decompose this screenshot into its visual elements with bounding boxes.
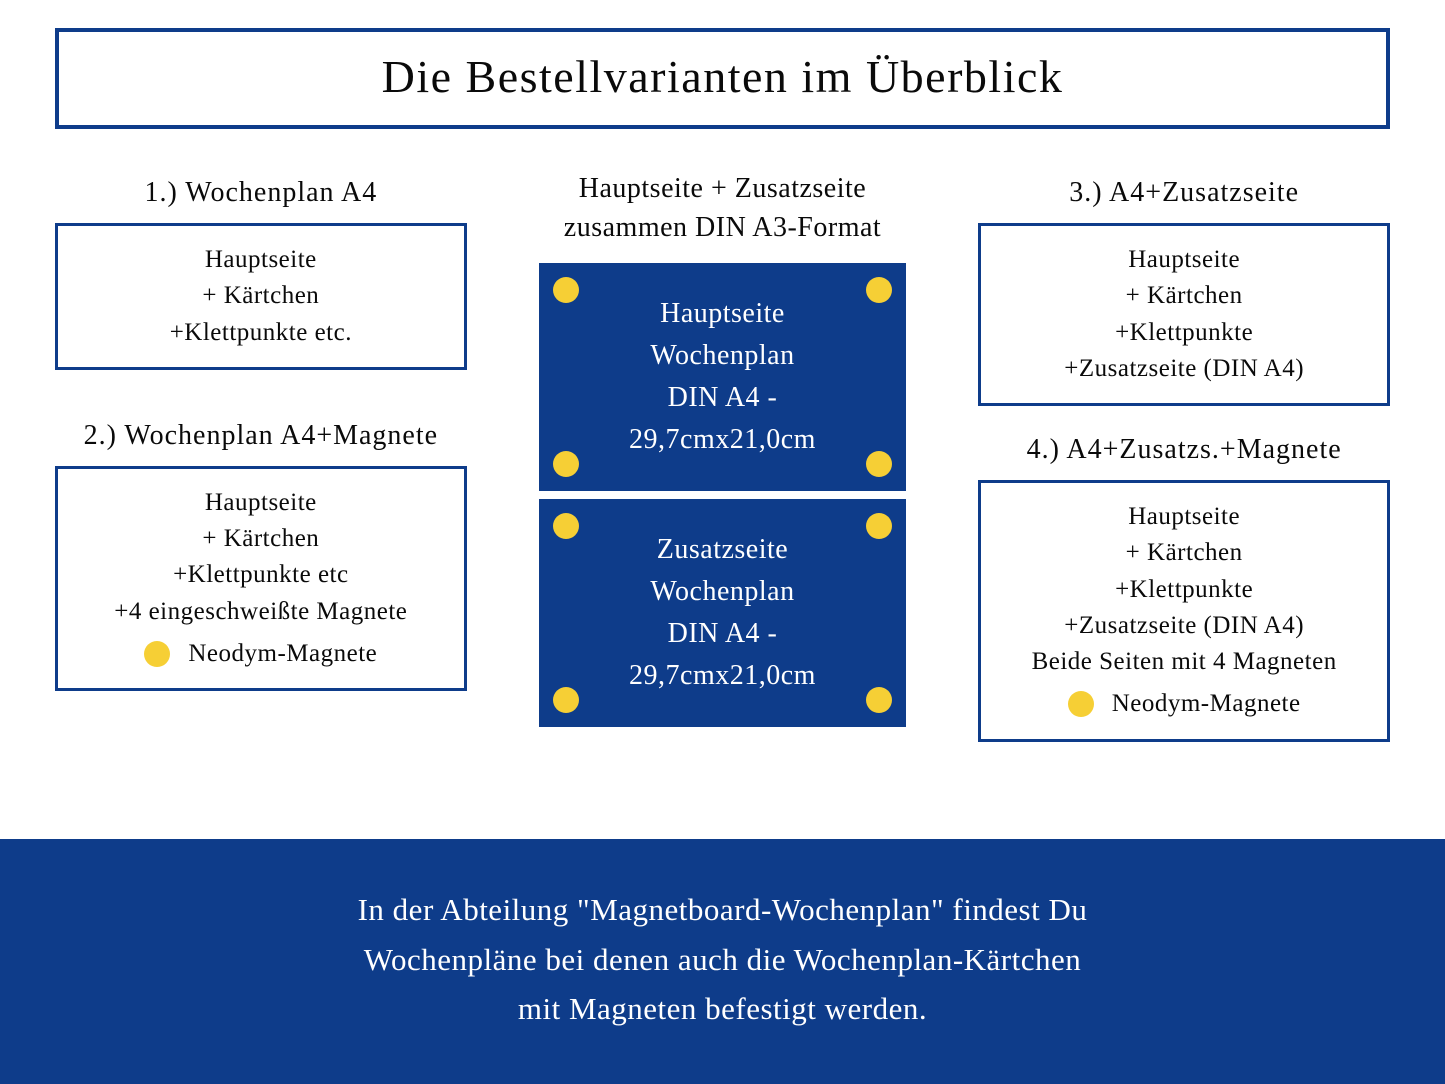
magnet-dot-icon xyxy=(553,513,579,539)
magnet-dot-icon xyxy=(866,513,892,539)
option2-line: Hauptseite xyxy=(74,485,448,521)
footer-line: In der Abteilung "Magnetboard-Wochenplan… xyxy=(60,885,1385,935)
option4-title: 4.) A4+Zusatzs.+Magnete xyxy=(978,434,1390,466)
center-card-hauptseite: Hauptseite Wochenplan DIN A4 - 29,7cmx21… xyxy=(539,263,907,491)
option3-line: Hauptseite xyxy=(997,242,1371,278)
option3-box: Hauptseite + Kärtchen +Klettpunkte +Zusa… xyxy=(978,223,1390,406)
center-title-line: zusammen DIN A3-Format xyxy=(564,212,881,243)
center-card-zusatzseite: Zusatzseite Wochenplan DIN A4 - 29,7cmx2… xyxy=(539,499,907,727)
option1-line: + Kärtchen xyxy=(74,278,448,314)
magnet-dot-icon xyxy=(866,687,892,713)
option4-line: Hauptseite xyxy=(997,499,1371,535)
center-card2-line: DIN A4 - xyxy=(559,613,887,655)
magnet-dot-icon xyxy=(144,641,170,667)
magnet-dot-icon xyxy=(866,277,892,303)
option2-line: +Klettpunkte etc xyxy=(74,557,448,593)
option1-title: 1.) Wochenplan A4 xyxy=(55,177,467,209)
title-box: Die Bestellvarianten im Überblick xyxy=(55,28,1390,129)
center-card1-line: Hauptseite xyxy=(559,293,887,335)
center-card2-line: Wochenplan xyxy=(559,571,887,613)
option3-title: 3.) A4+Zusatzseite xyxy=(978,177,1390,209)
center-card2-line: 29,7cmx21,0cm xyxy=(559,655,887,697)
center-title-line: Hauptseite + Zusatzseite xyxy=(579,173,866,204)
option4-line: +Klettpunkte xyxy=(997,572,1371,608)
option2-magnet-label: Neodym-Magnete xyxy=(188,636,377,672)
option1-line: +Klettpunkte etc. xyxy=(74,315,448,351)
option4-magnet-label: Neodym-Magnete xyxy=(1112,686,1301,722)
option4-magnet-row: Neodym-Magnete xyxy=(997,686,1371,722)
option2-box: Hauptseite + Kärtchen +Klettpunkte etc +… xyxy=(55,466,467,691)
footer-band: In der Abteilung "Magnetboard-Wochenplan… xyxy=(0,839,1445,1084)
option3-line: + Kärtchen xyxy=(997,278,1371,314)
center-card1-line: 29,7cmx21,0cm xyxy=(559,419,887,461)
option3-line: +Zusatzseite (DIN A4) xyxy=(997,351,1371,387)
option2-line: + Kärtchen xyxy=(74,521,448,557)
magnet-dot-icon xyxy=(866,451,892,477)
option4-line: +Zusatzseite (DIN A4) xyxy=(997,608,1371,644)
option2-magnet-row: Neodym-Magnete xyxy=(74,636,448,672)
option4-box: Hauptseite + Kärtchen +Klettpunkte +Zusa… xyxy=(978,480,1390,742)
center-card1-line: DIN A4 - xyxy=(559,377,887,419)
magnet-dot-icon xyxy=(553,277,579,303)
options-grid: 1.) Wochenplan A4 Hauptseite + Kärtchen … xyxy=(55,169,1390,742)
option1-line: Hauptseite xyxy=(74,242,448,278)
option2-line: +4 eingeschweißte Magnete xyxy=(74,594,448,630)
magnet-dot-icon xyxy=(553,451,579,477)
option1-box: Hauptseite + Kärtchen +Klettpunkte etc. xyxy=(55,223,467,370)
center-card2-line: Zusatzseite xyxy=(559,529,887,571)
option4-line: + Kärtchen xyxy=(997,535,1371,571)
option2-title: 2.) Wochenplan A4+Magnete xyxy=(55,420,467,452)
page-title: Die Bestellvarianten im Überblick xyxy=(59,50,1386,103)
magnet-dot-icon xyxy=(553,687,579,713)
footer-line: mit Magneten befestigt werden. xyxy=(60,984,1385,1034)
left-column: 1.) Wochenplan A4 Hauptseite + Kärtchen … xyxy=(55,169,467,742)
center-column: Hauptseite + Zusatzseite zusammen DIN A3… xyxy=(517,169,929,742)
right-column: 3.) A4+Zusatzseite Hauptseite + Kärtchen… xyxy=(978,169,1390,742)
magnet-dot-icon xyxy=(1068,691,1094,717)
center-title: Hauptseite + Zusatzseite zusammen DIN A3… xyxy=(517,169,929,247)
option4-line: Beide Seiten mit 4 Magneten xyxy=(997,644,1371,680)
footer-line: Wochenpläne bei denen auch die Wochenpla… xyxy=(60,935,1385,985)
center-card1-line: Wochenplan xyxy=(559,335,887,377)
option3-line: +Klettpunkte xyxy=(997,315,1371,351)
